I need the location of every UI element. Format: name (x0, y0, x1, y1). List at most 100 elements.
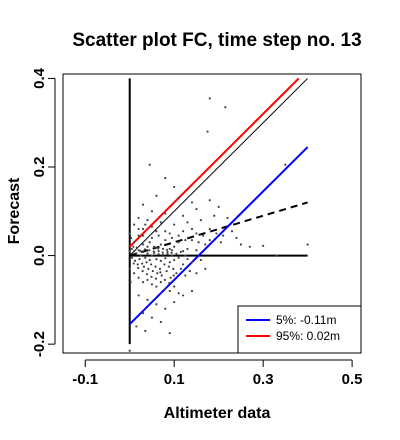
data-point (208, 97, 211, 100)
data-point (146, 278, 149, 282)
data-point (133, 241, 136, 244)
data-point (173, 185, 176, 189)
data-point (208, 199, 211, 202)
data-point (150, 283, 154, 286)
data-point (164, 287, 167, 290)
data-point (155, 194, 158, 197)
data-point (195, 272, 198, 275)
data-point (146, 252, 149, 255)
data-point (164, 257, 167, 260)
data-point (158, 267, 162, 270)
data-point (141, 243, 145, 246)
data-point (202, 234, 205, 237)
data-point (145, 261, 148, 264)
data-point (150, 225, 154, 228)
data-point (161, 251, 164, 254)
data-point (157, 234, 160, 237)
data-point (172, 274, 175, 277)
data-point (137, 249, 140, 252)
x-axis-label: Altimeter data (164, 405, 271, 422)
data-point (190, 238, 194, 242)
data-point (148, 249, 151, 252)
data-point (230, 230, 234, 233)
data-point (168, 261, 171, 264)
data-point (208, 227, 211, 231)
data-point (204, 243, 207, 246)
data-point (133, 259, 137, 262)
data-point (128, 267, 131, 270)
data-point (226, 216, 229, 220)
chart-title: Scatter plot FC, time step no. 13 (72, 30, 361, 51)
data-point (190, 201, 194, 204)
data-point (130, 256, 134, 259)
data-point (164, 307, 167, 310)
data-point (206, 130, 209, 133)
data-point (148, 163, 151, 166)
data-point (150, 236, 154, 239)
data-point (166, 250, 169, 254)
data-point (177, 234, 180, 237)
data-point (144, 329, 147, 332)
data-point (155, 258, 158, 261)
data-point (204, 267, 207, 270)
data-point (146, 219, 149, 222)
data-point (138, 258, 141, 261)
data-point (219, 241, 222, 244)
data-point (235, 236, 238, 239)
data-point (199, 219, 202, 222)
data-point (186, 258, 189, 261)
legend: 5%: -0.11m 95%: 0.02m (237, 305, 362, 354)
data-point (145, 273, 149, 276)
data-point (190, 289, 194, 293)
data-point (262, 244, 265, 247)
data-point (168, 247, 171, 251)
data-point (159, 221, 162, 224)
data-point (130, 247, 134, 251)
data-point (128, 232, 131, 235)
data-point (181, 214, 185, 217)
data-point (148, 258, 151, 262)
data-point (166, 252, 169, 255)
data-point (181, 230, 185, 233)
scatter-points (128, 97, 309, 352)
data-point (150, 254, 154, 257)
data-point (137, 294, 140, 297)
data-point (137, 234, 140, 237)
data-point (173, 245, 176, 248)
data-point (146, 298, 149, 301)
data-point (163, 263, 166, 266)
data-point (141, 281, 145, 284)
data-point (184, 274, 187, 277)
data-point (155, 246, 158, 249)
data-point (156, 272, 159, 275)
data-point (159, 259, 162, 262)
identity-line (129, 78, 308, 256)
data-point (224, 106, 227, 109)
data-point (217, 205, 220, 208)
data-point (155, 285, 158, 288)
y-tick-label: -0.2 (31, 331, 48, 357)
legend-box (237, 305, 362, 354)
data-point (175, 272, 178, 275)
data-point (248, 245, 251, 248)
data-point (129, 236, 133, 239)
data-point (172, 267, 175, 270)
data-point (139, 250, 142, 253)
data-point (173, 223, 176, 226)
data-point (128, 349, 131, 352)
data-point (165, 269, 168, 273)
data-point (161, 253, 165, 256)
data-point (147, 267, 150, 270)
data-point (129, 281, 132, 284)
data-point (159, 271, 162, 274)
data-point (208, 238, 211, 242)
data-point (164, 238, 167, 242)
data-point (161, 247, 165, 251)
data-point (133, 250, 136, 253)
data-point (184, 238, 187, 242)
data-point (141, 262, 144, 265)
y-axis-label: Forecast (6, 177, 23, 244)
quantile-5-line (129, 146, 309, 325)
data-point (163, 278, 166, 282)
data-point (222, 234, 225, 237)
